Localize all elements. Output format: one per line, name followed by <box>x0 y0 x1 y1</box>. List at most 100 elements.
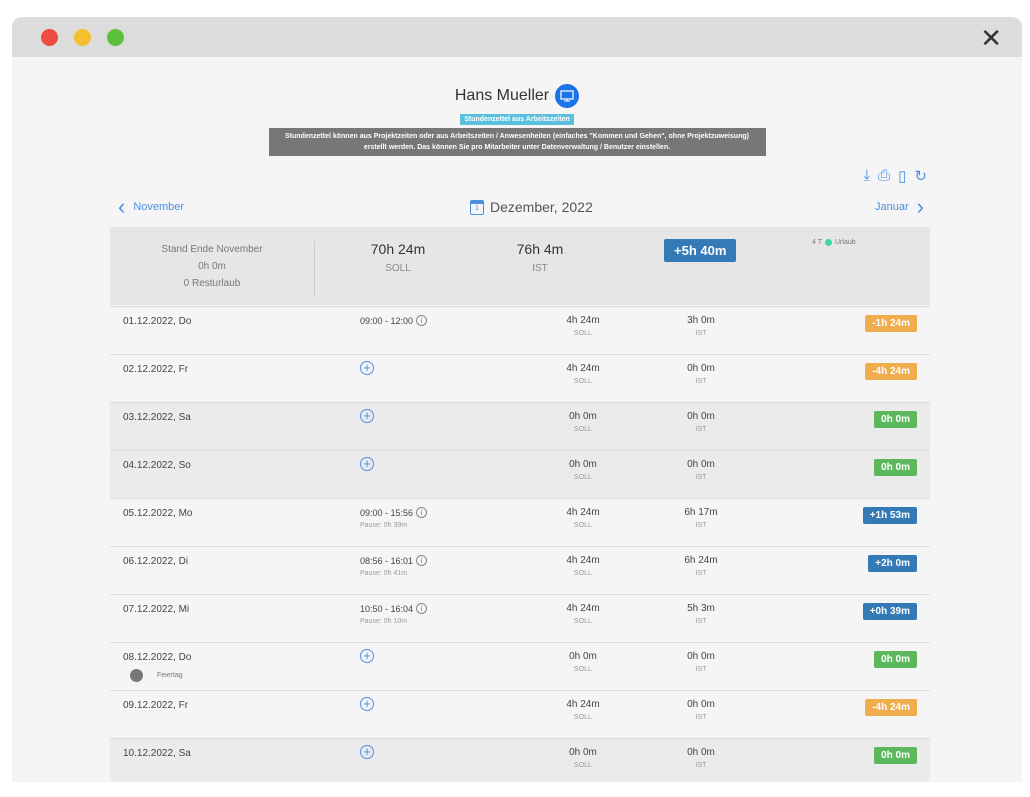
employee-header: Hans Mueller Stundenzettel aus Arbeitsze… <box>12 84 1022 156</box>
holiday-marker: Feiertag <box>130 669 183 682</box>
info-icon[interactable]: i <box>416 315 428 326</box>
day-list: 01.12.2022, Do 09:00 - 12:00 i 4h 24m SOLL 3… <box>110 306 930 782</box>
work-time[interactable]: 08:56 - 16:01 i <box>360 555 428 566</box>
time-range: 08:56 - 16:01 <box>360 555 414 566</box>
work-time[interactable]: 09:00 - 12:00 i <box>360 315 428 326</box>
soll-label: SOLL <box>574 330 592 337</box>
add-time-icon[interactable]: + <box>360 457 374 471</box>
next-month-link[interactable]: Januar › <box>875 194 924 219</box>
close-window-button[interactable] <box>41 29 58 46</box>
day-date: 09.12.2022, Fr <box>123 700 189 711</box>
ist-total: 76h 4m <box>516 241 564 257</box>
difference-badge: +0h 39m <box>862 603 917 620</box>
ist-value: 0h 0m <box>687 411 715 422</box>
prev-month-link[interactable]: ‹ November <box>118 194 185 219</box>
close-icon[interactable]: ✕ <box>980 23 1002 53</box>
work-time[interactable]: 09:00 - 15:56 i <box>360 507 428 518</box>
ist-value: 0h 0m <box>687 363 715 374</box>
difference-badge: -4h 24m <box>865 363 917 380</box>
difference-badge: 0h 0m <box>874 411 917 428</box>
difference-badge: -4h 24m <box>865 699 917 716</box>
day-row[interactable]: 03.12.2022, Sa +0h 0m SOLL 0h 0m IST 0h 0m <box>110 402 930 450</box>
soll-label: SOLL <box>385 263 411 274</box>
refresh-icon[interactable]: ↻ <box>914 168 927 185</box>
ist-value: 0h 0m <box>687 459 715 470</box>
info-box: Stundenzettel können aus Projektzeiten o… <box>268 128 766 156</box>
soll-value: 4h 24m <box>566 699 600 710</box>
day-date: 06.12.2022, Di <box>123 556 189 567</box>
day-row[interactable]: 01.12.2022, Do 09:00 - 12:00 i 4h 24m SOLL 3… <box>110 306 930 354</box>
day-row[interactable]: 09.12.2022, Fr +4h 24m SOLL 0h 0m IST -4h 2… <box>110 690 930 738</box>
ist-value: 3h 0m <box>687 315 715 326</box>
day-row[interactable]: 07.12.2022, Mi 10:50 - 16:04 i Pause: 0h 10… <box>110 594 930 642</box>
day-date: 01.12.2022, Do <box>123 316 192 327</box>
ist-label: IST <box>695 618 707 625</box>
chevron-left-icon: ‹ <box>118 194 126 219</box>
remaining-vacation: 0 Resturlaub <box>183 278 241 289</box>
holiday-label: Feiertag <box>157 672 183 679</box>
month-navigation: ‹ November 1 Dezember, 2022 Januar › <box>110 194 930 219</box>
day-row[interactable]: 10.12.2022, Sa +0h 0m SOLL 0h 0m IST 0h 0m <box>110 738 930 782</box>
ist-value: 5h 3m <box>687 603 715 614</box>
day-row[interactable]: 05.12.2022, Mo 09:00 - 15:56 i Pause: 0h 39… <box>110 498 930 546</box>
soll-value: 4h 24m <box>566 555 600 566</box>
day-row[interactable]: 06.12.2022, Di 08:56 - 16:01 i Pause: 0h 41… <box>110 546 930 594</box>
title-bar: ✕ <box>12 17 1022 57</box>
info-icon[interactable]: i <box>416 555 428 566</box>
ist-label: IST <box>695 522 707 529</box>
time-range: 10:50 - 16:04 <box>360 603 414 614</box>
info-icon[interactable]: i <box>416 507 428 518</box>
ist-value: 0h 0m <box>687 699 715 710</box>
ist-label: IST <box>695 666 707 673</box>
current-month[interactable]: 1 Dezember, 2022 <box>470 199 593 215</box>
add-time-icon[interactable]: + <box>360 409 374 423</box>
day-date: 05.12.2022, Mo <box>123 508 193 519</box>
chevron-right-icon: › <box>916 194 924 219</box>
minimize-window-button[interactable] <box>74 29 91 46</box>
day-date: 08.12.2022, Do <box>123 652 192 663</box>
print-icon[interactable]: ⎙ <box>878 167 891 184</box>
app-window: ✕ Hans Mueller Stundenzettel aus Arbeits… <box>12 17 1022 782</box>
soll-label: SOLL <box>574 714 592 721</box>
ist-value: 6h 17m <box>684 507 718 518</box>
next-month-label: Januar <box>875 201 909 213</box>
add-time-icon[interactable]: + <box>360 649 374 663</box>
monitor-icon[interactable] <box>555 84 580 108</box>
time-range: 09:00 - 12:00 <box>360 315 414 326</box>
carryover-label: Stand Ende November <box>161 244 263 255</box>
soll-label: SOLL <box>574 666 592 673</box>
day-row[interactable]: 08.12.2022, Do + Feiertag 0h 0m SOLL 0h 0m IS… <box>110 642 930 690</box>
day-row[interactable]: 02.12.2022, Fr +4h 24m SOLL 0h 0m IST -4h 2… <box>110 354 930 402</box>
export-icon[interactable]: ▯ <box>898 168 907 185</box>
ist-label: IST <box>695 714 707 721</box>
ist-label: IST <box>695 378 707 385</box>
download-icon[interactable]: ⤓ <box>863 167 871 184</box>
vacation-legend: 4 T Urlaub <box>812 239 856 246</box>
soll-label: SOLL <box>574 570 592 577</box>
work-time[interactable]: 10:50 - 16:04 i <box>360 603 428 614</box>
pause-time: Pause: 0h 41m <box>360 570 408 577</box>
day-date: 10.12.2022, Sa <box>123 748 191 759</box>
soll-label: SOLL <box>574 474 592 481</box>
prev-month-label: November <box>133 201 185 213</box>
ist-label: IST <box>695 426 707 433</box>
balance-badge: +5h 40m <box>664 239 737 262</box>
month-label: Dezember, 2022 <box>490 199 593 215</box>
maximize-window-button[interactable] <box>107 29 124 46</box>
vacation-dot-icon <box>825 239 832 246</box>
difference-badge: 0h 0m <box>874 459 917 476</box>
add-time-icon[interactable]: + <box>360 697 374 711</box>
soll-value: 4h 24m <box>566 603 600 614</box>
add-time-icon[interactable]: + <box>360 745 374 759</box>
soll-label: SOLL <box>574 762 592 769</box>
day-date: 03.12.2022, Sa <box>123 412 191 423</box>
day-row[interactable]: 04.12.2022, So +0h 0m SOLL 0h 0m IST 0h 0m <box>110 450 930 498</box>
vacation-label: Urlaub <box>835 239 856 246</box>
ist-label: IST <box>695 762 707 769</box>
info-icon[interactable]: i <box>416 603 428 614</box>
ist-label: IST <box>695 330 707 337</box>
soll-value: 0h 0m <box>569 459 597 470</box>
soll-label: SOLL <box>574 426 592 433</box>
add-time-icon[interactable]: + <box>360 361 374 375</box>
soll-value: 4h 24m <box>566 507 600 518</box>
